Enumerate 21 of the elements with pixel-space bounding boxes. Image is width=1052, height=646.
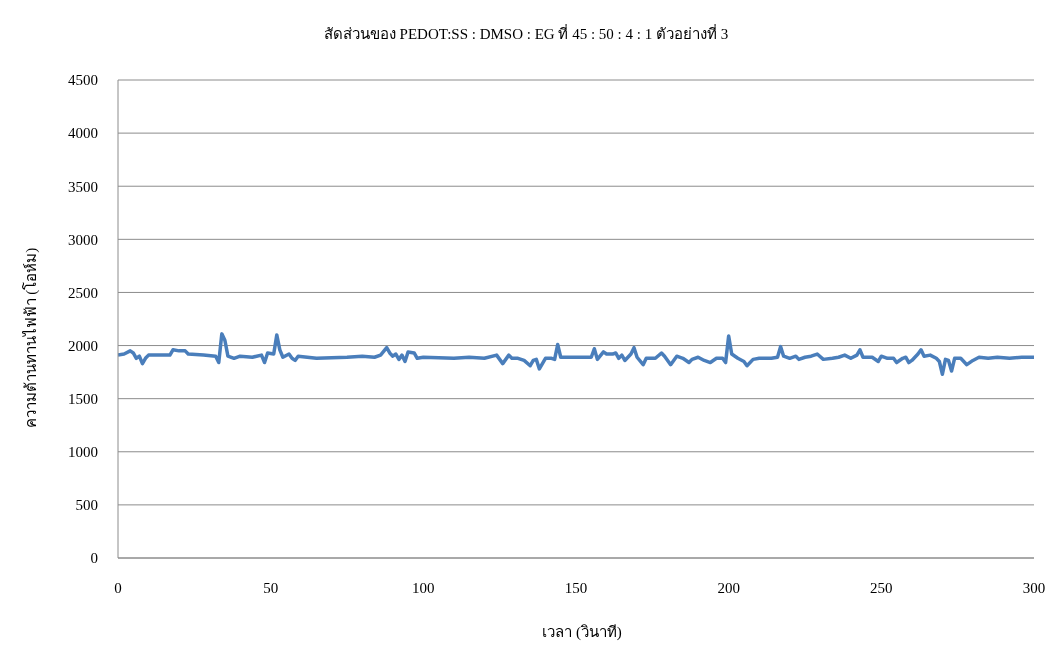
x-tick-label: 300 xyxy=(1022,579,1046,596)
x-tick-label: 150 xyxy=(564,579,588,596)
y-tick-label: 0 xyxy=(90,550,98,567)
x-tick-label: 0 xyxy=(114,579,122,596)
y-tick-label: 3000 xyxy=(68,231,98,248)
y-tick-label: 4000 xyxy=(68,125,98,142)
x-tick-label: 100 xyxy=(412,579,435,596)
x-tick-label: 250 xyxy=(870,579,893,596)
line-series xyxy=(118,332,1034,376)
y-axis-title: ความต้านทานไฟฟ้า (โอห์ม) xyxy=(21,247,40,429)
y-tick-label: 2500 xyxy=(68,284,98,301)
y-tick-label: 3500 xyxy=(68,178,98,195)
x-tick-label: 200 xyxy=(717,579,740,596)
y-tick-label: 2000 xyxy=(68,337,98,354)
x-axis-title: เวลา (วินาที) xyxy=(541,623,623,642)
x-tick-label: 50 xyxy=(263,579,279,596)
y-tick-label: 1500 xyxy=(68,390,98,407)
y-tick-label: 500 xyxy=(75,497,98,514)
y-tick-label: 4500 xyxy=(68,72,98,89)
chart-title: สัดส่วนของ PEDOT:SS : DMSO : EG ที่ 45 : 50 : 4 : 1 ตัวอย่างที่ 3 xyxy=(322,23,730,44)
y-tick-label: 1000 xyxy=(68,444,98,461)
